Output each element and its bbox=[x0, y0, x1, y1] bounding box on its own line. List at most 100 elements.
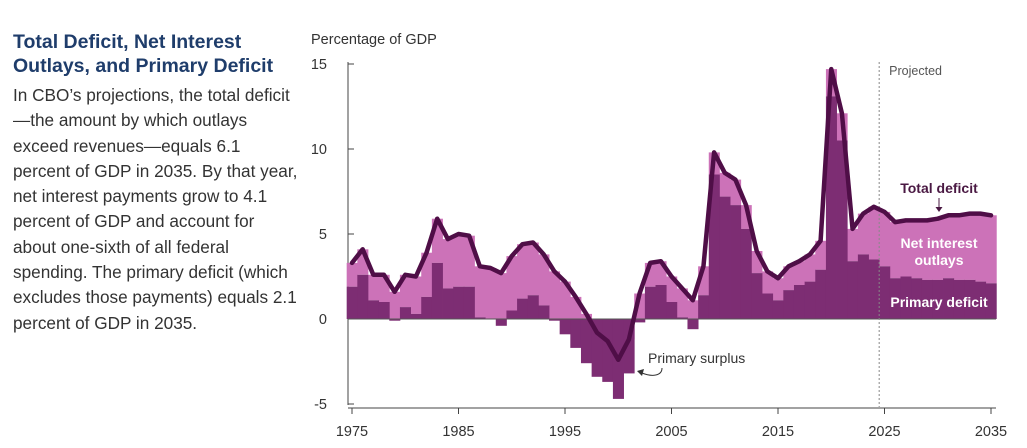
primary-deficit-bar bbox=[825, 96, 837, 319]
primary-deficit-bar bbox=[676, 317, 688, 319]
y-tick-label: 5 bbox=[319, 227, 327, 243]
primary-deficit-bar bbox=[900, 276, 912, 319]
net-interest-bar bbox=[857, 213, 869, 255]
projected-label: Projected bbox=[889, 64, 942, 78]
x-tick-label: 2015 bbox=[762, 424, 794, 440]
primary-deficit-bar bbox=[549, 319, 561, 321]
net-interest-bar bbox=[517, 244, 529, 299]
net-interest-bar bbox=[399, 274, 411, 308]
net-interest-bar bbox=[943, 215, 955, 279]
net-interest-bar bbox=[644, 262, 656, 287]
net-interest-bar bbox=[900, 220, 912, 277]
primary-deficit-bar bbox=[506, 310, 518, 319]
primary-deficit-bar bbox=[431, 262, 443, 319]
total-deficit-arrowhead bbox=[935, 207, 943, 212]
net-interest-bar bbox=[367, 274, 380, 301]
net-interest-bar bbox=[985, 215, 997, 284]
net-interest-bar bbox=[730, 179, 742, 206]
net-interest-bar bbox=[655, 261, 667, 285]
total-deficit-label: Total deficit bbox=[900, 180, 978, 196]
primary-deficit-bar bbox=[953, 279, 965, 319]
primary-deficit-bar bbox=[655, 285, 667, 319]
primary-deficit-bar bbox=[932, 279, 944, 319]
primary-deficit-bar bbox=[666, 302, 678, 319]
primary-deficit-bar bbox=[580, 319, 593, 364]
primary-deficit-bar bbox=[708, 174, 720, 319]
net-interest-bar bbox=[453, 234, 465, 287]
net-interest-bar bbox=[804, 254, 816, 282]
net-interest-label-line1: Net interest bbox=[900, 235, 977, 251]
primary-deficit-bar bbox=[346, 286, 358, 319]
x-axis: 1975 1985 1995 2005 2015 2025 2035 bbox=[336, 407, 1007, 440]
y-tick-label: 15 bbox=[311, 57, 327, 73]
net-interest-bar bbox=[719, 172, 731, 197]
primary-deficit-bar bbox=[868, 259, 880, 319]
net-interest-bar bbox=[889, 222, 901, 279]
primary-deficit-bar bbox=[964, 279, 976, 319]
primary-deficit-bar bbox=[367, 300, 380, 319]
net-interest-bar bbox=[549, 271, 561, 319]
primary-deficit-bar bbox=[762, 293, 774, 319]
primary-deficit-bar bbox=[495, 319, 507, 326]
primary-deficit-bar bbox=[772, 300, 784, 319]
net-interest-bar bbox=[698, 266, 710, 296]
primary-deficit-bar bbox=[644, 286, 656, 319]
primary-deficit-bar bbox=[357, 274, 369, 319]
primary-deficit-bars bbox=[346, 96, 997, 399]
primary-deficit-bar bbox=[463, 286, 475, 319]
net-interest-bar bbox=[751, 251, 763, 274]
net-interest-bar bbox=[378, 274, 390, 302]
x-tick-label: 2035 bbox=[975, 424, 1007, 440]
y-axis-label: Percentage of GDP bbox=[311, 32, 437, 48]
primary-deficit-bar bbox=[474, 317, 486, 319]
net-interest-bar bbox=[932, 218, 944, 280]
primary-deficit-bar bbox=[559, 319, 571, 335]
y-tick-label: 0 bbox=[319, 312, 327, 328]
net-interest-bar bbox=[389, 291, 401, 319]
y-axis: -5 0 5 10 15 bbox=[311, 57, 354, 413]
net-interest-bar bbox=[815, 240, 827, 270]
net-interest-bar bbox=[868, 206, 880, 260]
total-deficit-line bbox=[349, 66, 994, 363]
primary-deficit-bar bbox=[847, 261, 859, 319]
net-interest-bar bbox=[495, 273, 507, 319]
primary-deficit-bar bbox=[591, 319, 603, 377]
primary-deficit-bar bbox=[410, 313, 422, 319]
net-interest-bar bbox=[879, 211, 891, 267]
net-interest-bar bbox=[921, 220, 933, 280]
primary-deficit-bar bbox=[538, 305, 550, 319]
primary-deficit-bar bbox=[389, 319, 401, 321]
net-interest-bar bbox=[964, 213, 976, 280]
net-interest-bar bbox=[357, 249, 369, 275]
x-tick-label: 2025 bbox=[868, 424, 900, 440]
net-interest-bar bbox=[740, 205, 752, 229]
primary-deficit-bar bbox=[602, 319, 614, 382]
net-interest-bar bbox=[527, 242, 539, 296]
net-interest-bar bbox=[463, 235, 475, 287]
net-interest-bar bbox=[772, 278, 784, 301]
primary-deficit-bar bbox=[442, 288, 454, 319]
net-interest-bar bbox=[538, 254, 550, 306]
primary-deficit-bar bbox=[719, 196, 731, 319]
net-interest-bar bbox=[421, 252, 433, 297]
net-interest-bar bbox=[634, 293, 646, 319]
primary-deficit-bar bbox=[815, 269, 827, 319]
net-interest-bar bbox=[410, 276, 422, 314]
primary-deficit-bar bbox=[889, 278, 901, 319]
net-interest-bar bbox=[442, 239, 454, 289]
net-interest-bar bbox=[666, 276, 678, 302]
primary-surplus-pointer bbox=[641, 367, 663, 376]
primary-deficit-bar bbox=[517, 298, 529, 319]
primary-deficit-label: Primary deficit bbox=[890, 294, 988, 310]
primary-deficit-bar bbox=[921, 279, 933, 319]
primary-deficit-bar bbox=[623, 319, 635, 374]
primary-deficit-bar bbox=[985, 283, 997, 319]
primary-deficit-bar bbox=[634, 319, 646, 323]
net-interest-bars bbox=[346, 69, 997, 360]
primary-deficit-bar bbox=[570, 319, 582, 348]
chart-description: In CBO’s projections, the total deficit—… bbox=[13, 85, 298, 333]
primary-deficit-bar bbox=[740, 228, 752, 319]
primary-deficit-bar bbox=[730, 205, 742, 319]
net-interest-bar bbox=[911, 220, 923, 279]
net-interest-label-line2: outlays bbox=[914, 252, 963, 268]
